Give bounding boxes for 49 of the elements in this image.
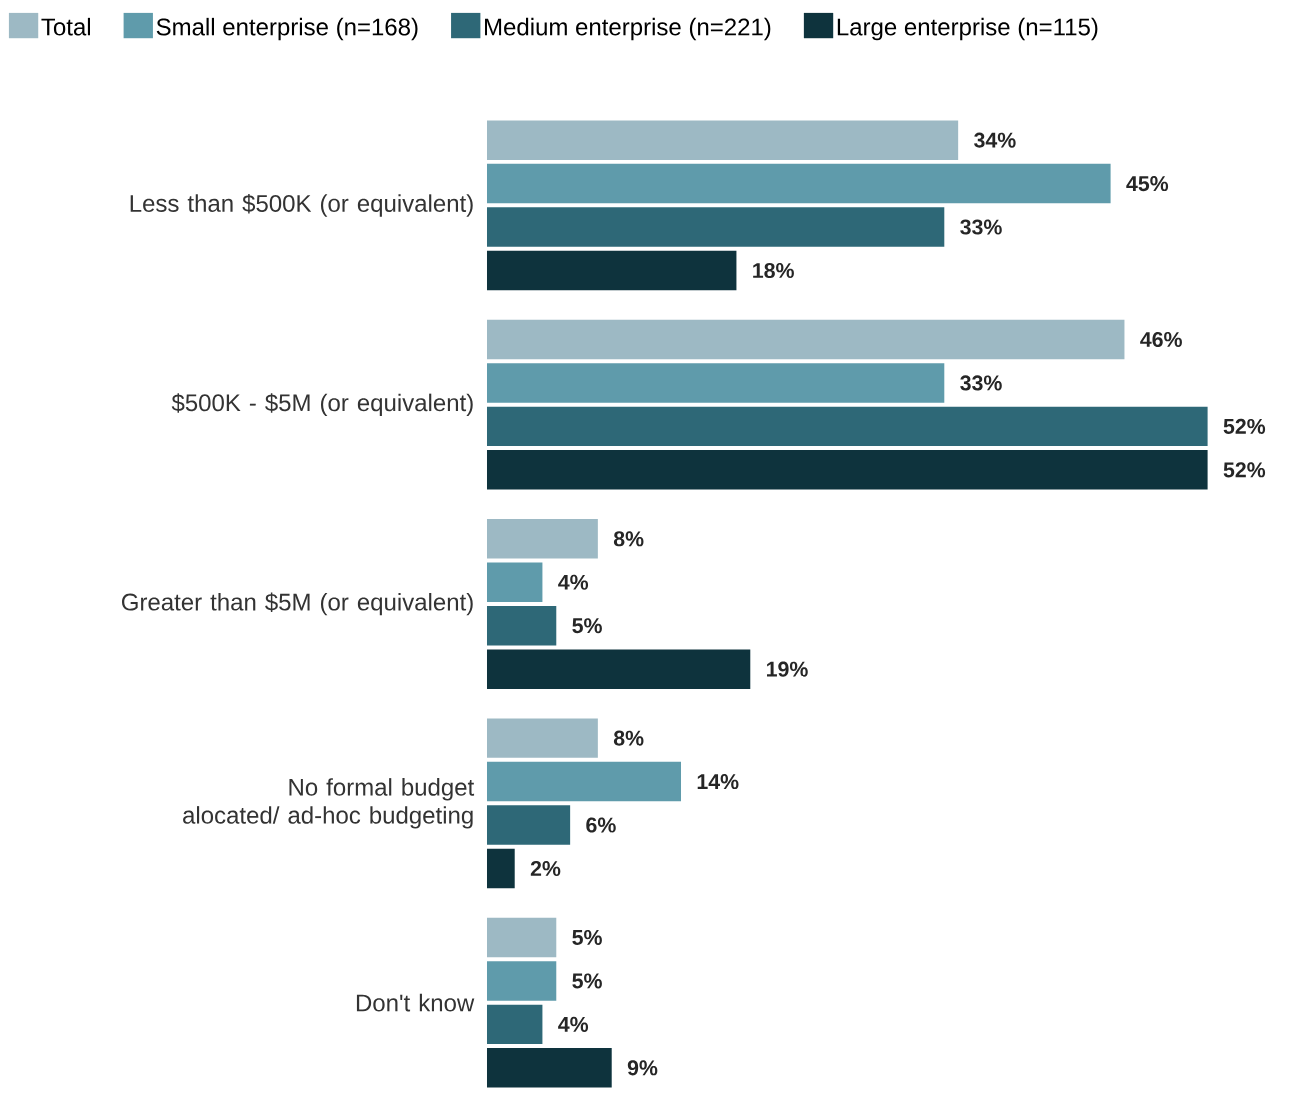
data-label: 6% [586,817,616,833]
data-label: 52% [1223,462,1266,478]
bar [486,207,945,247]
data-label: 33% [960,219,1002,235]
legend-label: Small enterprise (n=168) [156,17,418,41]
y-tick-label: Less than $500K (or equivalent) [130,193,473,217]
data-label: 5% [572,929,602,945]
bar [486,120,959,160]
y-tick-label: $500K - $5M (or equivalent) [171,393,473,417]
data-label: 19% [767,661,808,677]
bar [486,363,945,403]
data-label: 33% [960,375,1002,391]
y-tick-label: Greater than $5M (or equivalent) [121,592,473,616]
data-label: 5% [572,973,602,989]
data-label: 5% [572,618,602,634]
data-label: 9% [627,1060,658,1076]
bar [486,761,681,802]
data-label: 8% [613,531,644,547]
data-label: 14% [697,774,739,790]
bar [486,1004,543,1045]
data-label: 8% [613,730,644,746]
legend-label: Large enterprise (n=115) [837,17,1098,41]
data-label: 52% [1223,418,1266,434]
bar [486,848,515,889]
bar [486,450,1208,490]
bar [486,917,557,958]
bar [486,250,737,291]
y-tick-label: Don't know [356,993,475,1012]
bar [486,319,1125,360]
data-label: 46% [1140,331,1182,348]
data-label: 34% [974,132,1016,148]
bar [486,1048,612,1088]
bar [486,163,1111,204]
bar [486,718,598,758]
bar [486,649,751,689]
bar [486,562,543,602]
legend-label: Medium enterprise (n=221) [485,17,771,41]
bar [486,605,557,646]
data-label: 18% [753,262,794,279]
data-label: 4% [558,574,589,590]
data-label: 45% [1126,176,1169,192]
y-tick-label: No formal budget alocated/ ad-hoc budgeting [183,778,475,829]
data-label: 2% [530,860,561,877]
legend-label: Total [41,17,91,36]
bar [486,406,1208,447]
bar [486,519,598,559]
bar [486,961,557,1001]
data-label: 4% [558,1016,589,1032]
bar [486,805,571,845]
